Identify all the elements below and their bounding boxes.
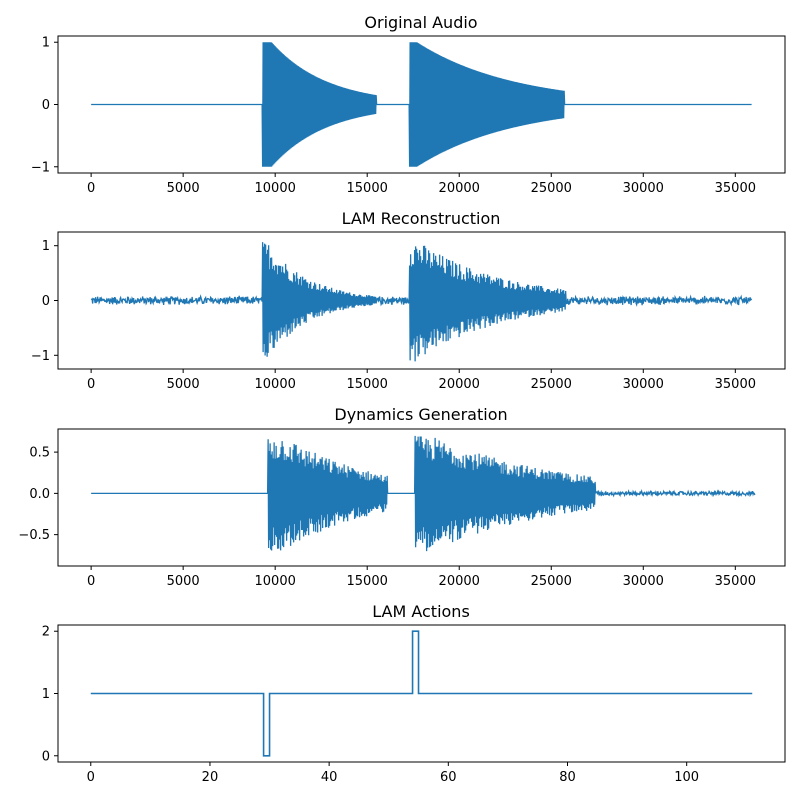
x-tick-label: 40 [321, 770, 338, 785]
x-tick-label: 25000 [531, 181, 572, 196]
x-tick-label: 15000 [347, 574, 388, 589]
x-tick-label: 80 [559, 770, 576, 785]
x-tick-label: 20000 [439, 377, 480, 392]
x-tick-label: 5000 [167, 574, 200, 589]
series-line [90, 242, 753, 362]
x-tick-label: 60 [440, 770, 457, 785]
subplot-original-audio: Original Audio 0 5000 10000 15000 20000 25000… [31, 13, 786, 196]
subplot-lam-reconstruction: LAM Reconstruction 0 5000 10000 15000 20000 2… [31, 209, 786, 392]
x-tick-label: 15000 [347, 181, 388, 196]
x-tick-label: 35000 [715, 181, 756, 196]
x-tick-label: 30000 [623, 574, 664, 589]
x-tick-label: 0 [87, 574, 95, 589]
x-tick-label: 10000 [255, 377, 296, 392]
y-tick-label: 1 [42, 36, 50, 51]
series-line [91, 42, 752, 167]
x-tick-label: 20000 [439, 574, 480, 589]
y-tick-label: 0.0 [29, 487, 50, 502]
chart-title: Dynamics Generation [334, 405, 507, 424]
x-tick-label: 25000 [531, 377, 572, 392]
x-tick-label: 15000 [347, 377, 388, 392]
y-tick-label: 0.5 [29, 446, 50, 461]
x-tick-label: 30000 [623, 377, 664, 392]
x-tick-label: 10000 [255, 181, 296, 196]
x-tick-label: 25000 [531, 574, 572, 589]
y-tick-label: 1 [42, 687, 50, 702]
x-tick-label: 5000 [167, 377, 200, 392]
series-line [91, 435, 756, 552]
x-tick-label: 30000 [623, 181, 664, 196]
plot-area [57, 428, 786, 567]
chart-title: LAM Actions [372, 602, 470, 621]
subplot-dynamics-generation: Dynamics Generation 0 5000 10000 15000 20000… [18, 405, 786, 589]
x-tick-label: 0 [87, 181, 95, 196]
y-tick-label: 2 [42, 625, 50, 640]
series-line [90, 630, 753, 757]
x-tick-label: 20 [202, 770, 219, 785]
y-tick-label: −1 [31, 349, 50, 364]
x-tick-label: 0 [87, 770, 95, 785]
x-tick-label: 10000 [255, 574, 296, 589]
subplot-lam-actions: LAM Actions 0 20 40 60 80 100 0 1 2 [42, 602, 786, 785]
x-tick-label: 35000 [715, 574, 756, 589]
y-tick-label: 0 [42, 294, 50, 309]
y-tick-label: −1 [31, 160, 50, 175]
chart-title: LAM Reconstruction [342, 209, 501, 228]
chart-title: Original Audio [364, 13, 477, 32]
x-tick-label: 20000 [439, 181, 480, 196]
y-tick-label: −0.5 [18, 528, 50, 543]
y-tick-label: 0 [42, 749, 50, 764]
x-tick-label: 35000 [715, 377, 756, 392]
y-tick-label: 1 [42, 239, 50, 254]
x-tick-label: 100 [674, 770, 699, 785]
x-tick-label: 0 [87, 377, 95, 392]
x-tick-label: 5000 [167, 181, 200, 196]
y-tick-label: 0 [42, 98, 50, 113]
